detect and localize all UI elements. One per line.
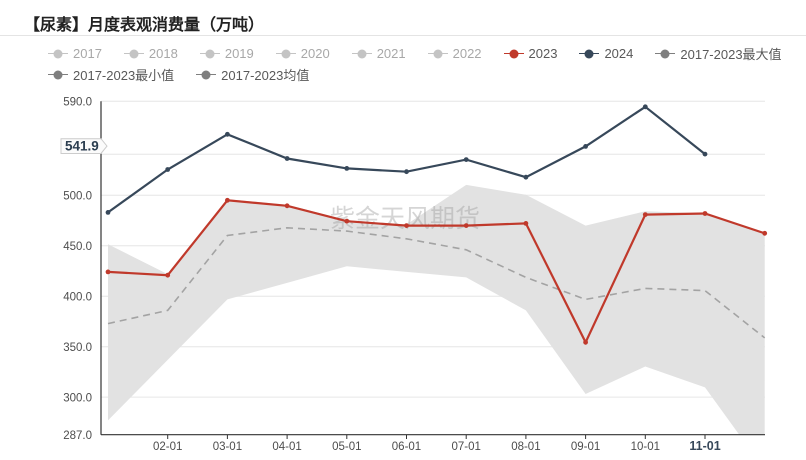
svg-text:541.9: 541.9: [65, 139, 99, 154]
svg-text:09-01: 09-01: [571, 441, 600, 453]
svg-text:350.0: 350.0: [63, 342, 92, 354]
svg-text:04-01: 04-01: [272, 441, 301, 453]
svg-text:05-01: 05-01: [332, 441, 361, 453]
svg-text:450.0: 450.0: [63, 241, 92, 253]
svg-text:10-01: 10-01: [631, 441, 660, 453]
svg-text:07-01: 07-01: [451, 441, 480, 453]
svg-text:590.0: 590.0: [63, 97, 92, 109]
svg-text:02-01: 02-01: [153, 441, 182, 453]
svg-text:08-01: 08-01: [511, 441, 540, 453]
svg-text:11-01: 11-01: [689, 439, 720, 453]
svg-text:500.0: 500.0: [63, 191, 92, 203]
svg-text:287.0: 287.0: [63, 430, 92, 442]
svg-text:300.0: 300.0: [63, 392, 92, 404]
svg-text:400.0: 400.0: [63, 291, 92, 303]
svg-text:紫金天风期货: 紫金天风期货: [330, 205, 480, 233]
svg-text:06-01: 06-01: [392, 441, 421, 453]
svg-text:03-01: 03-01: [213, 441, 242, 453]
